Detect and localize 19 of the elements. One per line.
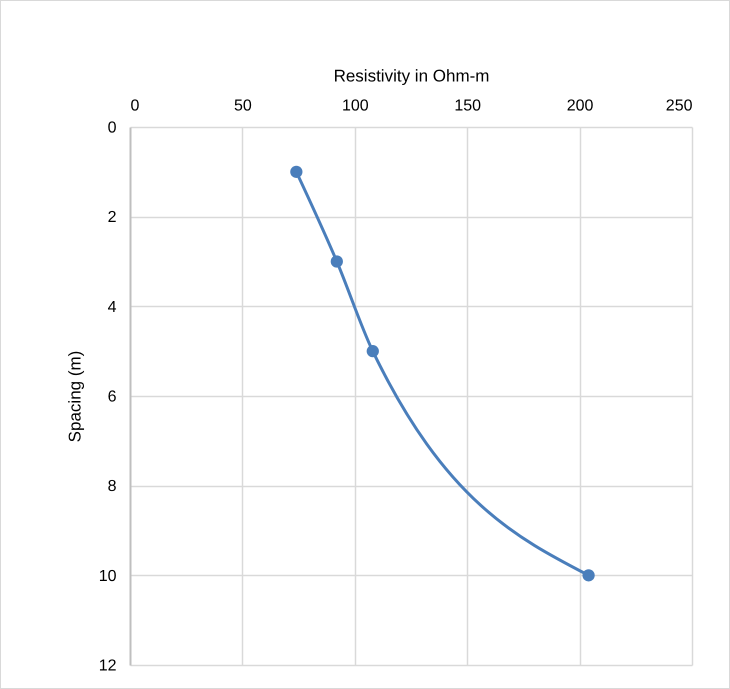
point [330, 255, 343, 268]
y-tick-label: 0 [108, 120, 117, 136]
x-tick-label: 250 [666, 98, 693, 114]
y-tick-label: 8 [108, 478, 117, 496]
y-tick-label: 4 [108, 298, 117, 316]
x-tick-label: 50 [234, 98, 252, 114]
y-tick-label: 6 [108, 388, 117, 406]
x-axis-title: Resistivity in Ohm-m [334, 66, 490, 86]
x-tick-label: 150 [454, 98, 482, 114]
y-axis-title: Spacing (m) [66, 350, 85, 442]
y-tick-label: 12 [98, 658, 117, 674]
point [290, 166, 302, 178]
y-tick-label: 2 [108, 209, 117, 226]
x-tick-label: 100 [342, 98, 369, 114]
x-tick-label: 0 [130, 98, 140, 114]
x-tick-label: 200 [566, 98, 594, 114]
point [366, 345, 379, 358]
point [582, 569, 595, 582]
y-tick-label: 10 [98, 568, 117, 585]
